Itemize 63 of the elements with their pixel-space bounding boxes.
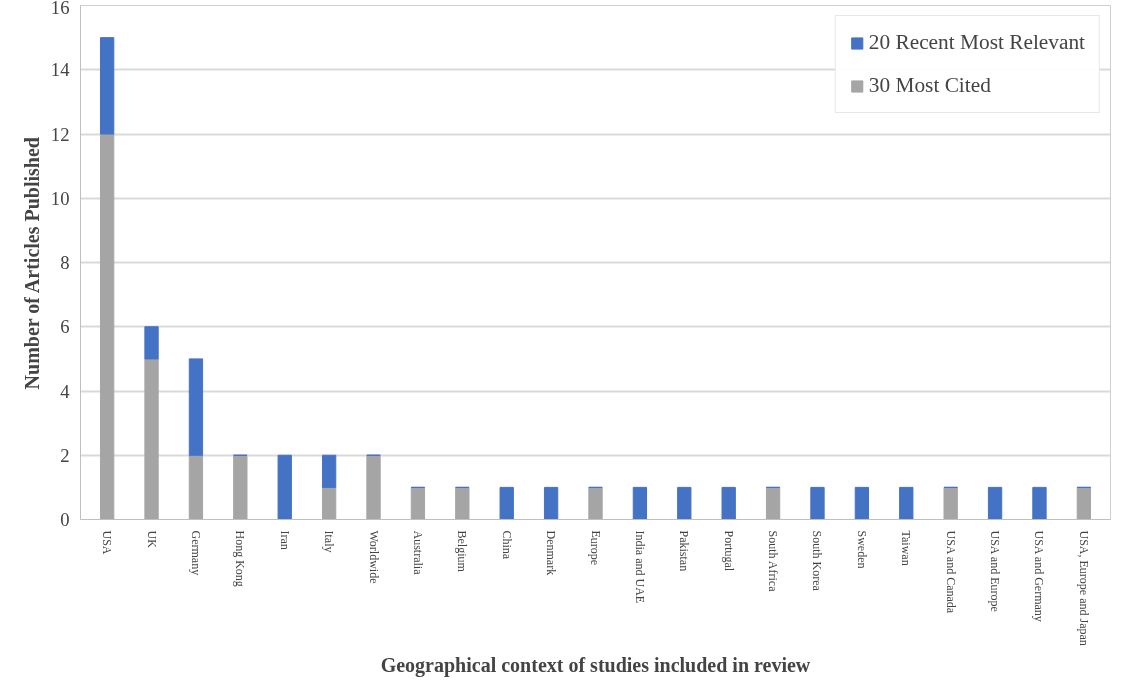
x-tick-label: Germany (188, 530, 203, 576)
bar (277, 454, 292, 520)
bar (410, 486, 426, 520)
bar (854, 486, 870, 520)
x-tick-label: Pakistan (677, 530, 692, 572)
x-tick-label: Australia (410, 530, 425, 576)
x-tick-label: USA and Canada (943, 530, 958, 614)
x-tick-label: USA, Europe and Japan (1076, 530, 1091, 646)
x-tick-label: Sweden (854, 530, 869, 569)
bar (233, 454, 248, 520)
x-tick-label: Iran (277, 530, 292, 550)
bar (899, 486, 914, 520)
bar (588, 486, 603, 520)
bar (632, 486, 648, 520)
y-tick-label: 4 (60, 380, 71, 402)
bar (321, 454, 337, 488)
bar (455, 486, 470, 520)
x-tick-label: South Africa (766, 530, 781, 593)
y-tick-label: 10 (50, 187, 70, 209)
y-axis-title: Number of Articles Published (20, 137, 43, 390)
x-tick-label: UK (144, 530, 159, 549)
bar (188, 358, 204, 456)
x-tick-label: Portugal (721, 530, 736, 572)
x-tick-label: Taiwan (899, 530, 914, 566)
x-tick-label: Italy (322, 530, 337, 553)
y-tick-label: 14 (50, 59, 71, 81)
y-tick-label: 12 (50, 123, 70, 145)
legend-label: 20 Recent Most Relevant (868, 30, 1085, 55)
x-tick-label: Hong Kong (233, 530, 248, 587)
bar (188, 454, 204, 520)
x-tick-label: Denmark (544, 530, 559, 576)
legend-label: 30 Most Cited (868, 73, 991, 98)
bar (677, 486, 692, 520)
y-tick-label: 16 (50, 0, 70, 18)
x-axis-title: Geographical context of studies included in review (380, 653, 811, 677)
bar (765, 486, 781, 520)
bar (99, 37, 115, 135)
y-tick-label: 2 (60, 444, 70, 466)
bar (1076, 486, 1092, 520)
y-tick-label: 6 (60, 316, 70, 338)
bar (321, 486, 337, 520)
x-tick-label: USA and Europe (988, 530, 1003, 612)
x-tick-label: India and UAE (632, 530, 647, 604)
x-tick-label: USA and Germany (1032, 530, 1047, 622)
bar (144, 358, 159, 520)
bar (810, 486, 825, 520)
x-tick-label: USA (100, 530, 115, 555)
y-tick-label: 8 (60, 252, 70, 273)
bar (499, 486, 514, 520)
bar (943, 486, 958, 520)
x-tick-label: Europe (588, 530, 603, 566)
bar (366, 454, 381, 520)
bar (1032, 486, 1047, 520)
x-tick-label: Belgium (455, 530, 470, 573)
bar (99, 133, 115, 520)
bar (721, 486, 736, 520)
bar (987, 486, 1003, 520)
x-tick-label: China (499, 530, 514, 560)
bar (543, 486, 559, 520)
x-tick-label: Worldwide (366, 530, 381, 584)
bar (144, 326, 159, 360)
x-tick-label: South Korea (810, 530, 825, 592)
y-tick-label: 0 (60, 509, 70, 530)
